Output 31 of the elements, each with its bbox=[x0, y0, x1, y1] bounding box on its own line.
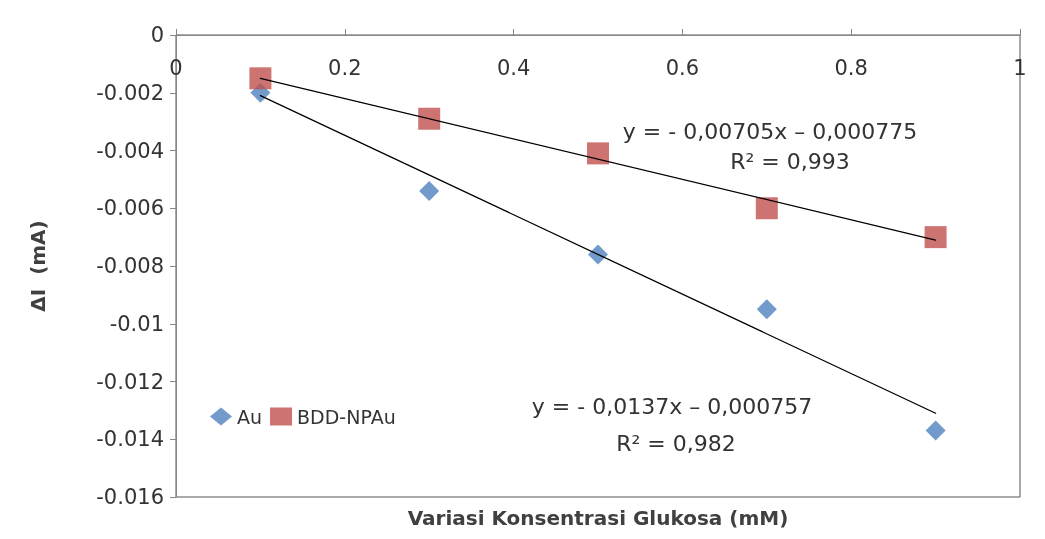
point bbox=[588, 244, 608, 265]
y-tick-label: -0.002 bbox=[96, 80, 164, 105]
point bbox=[419, 180, 440, 201]
annotation: y = - 0,0137x – 0,000757 bbox=[531, 393, 813, 419]
point bbox=[756, 299, 777, 320]
point bbox=[755, 197, 778, 220]
y-tick-label: -0.016 bbox=[96, 485, 164, 509]
point bbox=[925, 420, 946, 441]
y-tick-label: 0 bbox=[150, 23, 164, 47]
x-tick-label: 0.2 bbox=[328, 55, 362, 80]
annotation: y = - 0,00705x – 0,000775 bbox=[622, 118, 918, 144]
y-tick-label: -0.014 bbox=[96, 427, 164, 452]
annotation: R² = 0,993 bbox=[730, 148, 850, 174]
x-tick-label: 0.6 bbox=[665, 55, 700, 80]
annotation: R² = 0,982 bbox=[616, 430, 736, 456]
y-tick-label: -0.004 bbox=[96, 138, 164, 163]
y-axis-title: ΔI (mA) bbox=[26, 220, 50, 312]
x-tick-label: 1 bbox=[1013, 55, 1027, 80]
x-tick-label: 0.4 bbox=[496, 55, 531, 80]
x-tick-label: 0.8 bbox=[834, 55, 868, 80]
y-tick-label: -0.006 bbox=[96, 196, 164, 221]
point bbox=[418, 107, 441, 130]
x-axis-title: Variasi Konsentrasi Glukosa (mM) bbox=[407, 506, 789, 530]
point bbox=[249, 67, 272, 90]
y-tick-label: -0.008 bbox=[96, 254, 164, 278]
y-tick-label: -0.012 bbox=[96, 369, 164, 394]
point bbox=[924, 226, 947, 249]
legend-label: Au bbox=[237, 405, 263, 428]
y-tick-label: -0.01 bbox=[109, 311, 164, 336]
point bbox=[587, 142, 609, 165]
legend-label: BDD-NPAu bbox=[297, 405, 396, 428]
